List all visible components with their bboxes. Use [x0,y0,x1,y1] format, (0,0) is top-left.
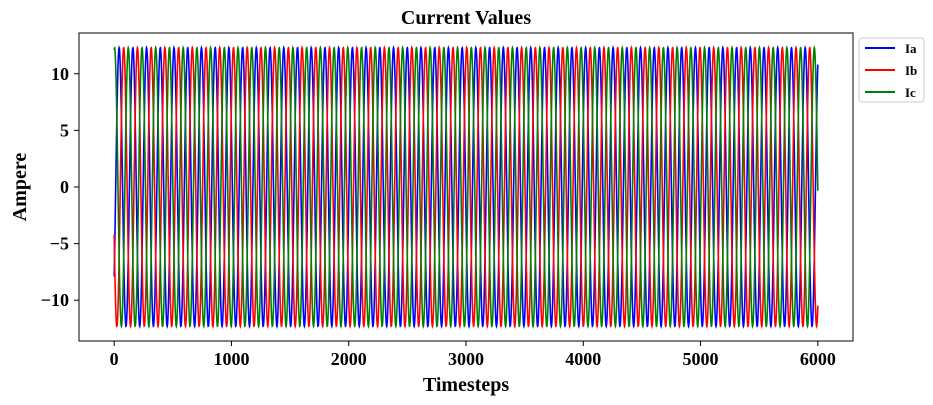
y-tick-label: 0 [60,177,69,197]
series-line-ib [113,44,819,330]
x-tick-label: 0 [110,349,119,369]
x-tick-label: 4000 [565,349,601,369]
x-tick-label: 1000 [213,349,249,369]
x-tick-label: 6000 [800,349,836,369]
plot-area: 0 1000 2000 3000 4000 5000 6000 −10 −5 0 5 10 [41,32,854,369]
y-axis-ticks: −10 −5 0 5 10 [41,64,79,310]
y-tick-label: −5 [50,234,69,254]
y-tick-label: −10 [41,290,69,310]
legend-label-ib: Ib [905,63,917,78]
y-tick-label: 5 [60,120,69,140]
y-axis-label: Ampere [9,153,31,222]
x-axis-ticks: 0 1000 2000 3000 4000 5000 6000 [110,341,836,369]
x-axis-label: Timesteps [423,374,510,396]
series-line-ic [113,44,819,330]
chart-title: Current Values [401,7,531,29]
legend-label-ic: Ic [905,85,916,100]
legend: Ia Ib Ic [858,37,925,103]
series-layer [113,44,819,330]
x-tick-label: 2000 [331,349,367,369]
x-tick-label: 3000 [448,349,484,369]
y-tick-label: 10 [51,64,69,84]
legend-label-ia: Ia [905,41,917,56]
x-tick-label: 5000 [683,349,719,369]
